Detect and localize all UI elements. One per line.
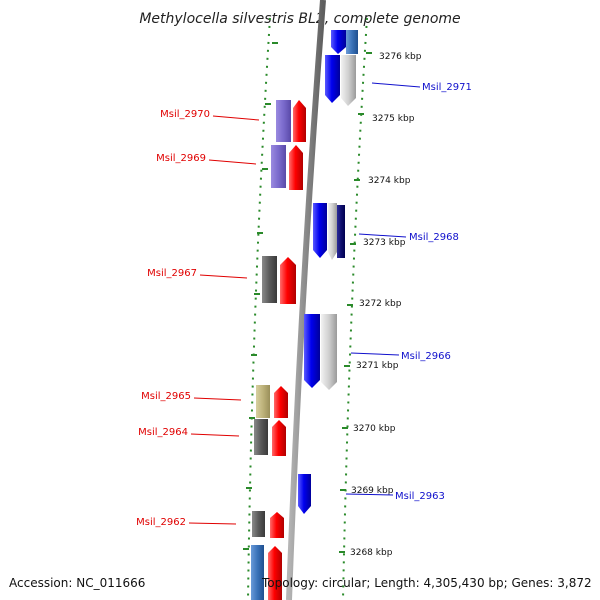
gene-label-right: Msil_2971 bbox=[422, 82, 472, 93]
gene-arrow bbox=[325, 55, 340, 103]
genome-backbone bbox=[286, 0, 326, 600]
gene-arrow bbox=[328, 203, 337, 260]
gene-block bbox=[337, 205, 345, 258]
scale-label: 3269 kbp bbox=[351, 486, 394, 496]
gene-arrow bbox=[280, 257, 296, 304]
gene-arrow bbox=[270, 512, 284, 538]
gene-arrow bbox=[298, 474, 311, 514]
gene-arrow bbox=[274, 386, 288, 418]
gene-block bbox=[256, 385, 270, 418]
gene-block bbox=[271, 145, 286, 188]
scale-label: 3273 kbp bbox=[363, 238, 406, 248]
scale-labels: 3276 kbp 3275 kbp 3274 kbp 3273 kbp 3272… bbox=[350, 52, 422, 558]
gene-label-left: Msil_2970 bbox=[160, 109, 210, 120]
gene-arrow bbox=[268, 546, 282, 600]
gene-block bbox=[346, 30, 358, 54]
scale-label: 3271 kbp bbox=[356, 361, 399, 371]
scale-label: 3270 kbp bbox=[353, 424, 396, 434]
gene-block bbox=[252, 511, 265, 537]
gene-block bbox=[262, 256, 277, 303]
accession-text: Accession: NC_011666 bbox=[9, 576, 145, 590]
left-gene-labels: Msil_2970 Msil_2969 Msil_2967 Msil_2965 … bbox=[136, 109, 260, 528]
gene-label-left: Msil_2962 bbox=[136, 517, 186, 528]
gene-label-right: Msil_2968 bbox=[409, 232, 459, 243]
gene-arrow bbox=[289, 145, 303, 190]
ring-tick-marks bbox=[243, 42, 372, 553]
scale-label: 3276 kbp bbox=[379, 52, 422, 62]
scale-label: 3268 kbp bbox=[350, 548, 393, 558]
gene-arrow bbox=[341, 55, 356, 106]
gene-label-right: Msil_2966 bbox=[401, 351, 451, 362]
gene-arrow bbox=[313, 203, 327, 258]
gene-arrow bbox=[331, 30, 346, 54]
forward-strand-features bbox=[251, 100, 306, 600]
gene-arrow bbox=[272, 420, 286, 456]
scale-label: 3272 kbp bbox=[359, 299, 402, 309]
gene-block bbox=[276, 100, 291, 142]
scale-label: 3274 kbp bbox=[368, 176, 411, 186]
gene-label-left: Msil_2969 bbox=[156, 153, 206, 164]
gene-arrow bbox=[304, 314, 320, 388]
gene-block bbox=[251, 545, 264, 600]
outer-dotted-ring bbox=[342, 17, 368, 600]
gene-label-left: Msil_2964 bbox=[138, 427, 188, 438]
topology-text: Topology: circular; Length: 4,305,430 bp… bbox=[261, 576, 592, 590]
gene-block bbox=[254, 419, 268, 455]
gene-label-right: Msil_2963 bbox=[395, 491, 445, 502]
gene-arrow bbox=[321, 314, 337, 390]
gene-label-left: Msil_2967 bbox=[147, 268, 197, 279]
scale-label: 3275 kbp bbox=[372, 114, 415, 124]
reverse-strand-features bbox=[298, 30, 358, 514]
gene-label-left: Msil_2965 bbox=[141, 391, 191, 402]
map-title: Methylocella silvestris BL2, complete ge… bbox=[139, 11, 460, 27]
right-gene-labels: Msil_2971 Msil_2968 Msil_2966 Msil_2963 bbox=[345, 82, 472, 502]
gene-arrow bbox=[293, 100, 306, 142]
